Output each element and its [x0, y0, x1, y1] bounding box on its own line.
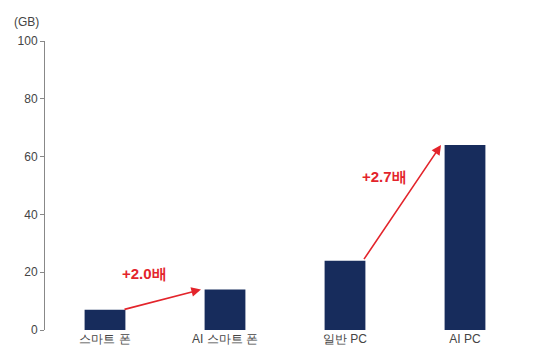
- svg-text:스마트 폰: 스마트 폰: [79, 332, 130, 346]
- svg-text:40: 40: [24, 208, 38, 222]
- svg-text:100: 100: [18, 34, 38, 48]
- svg-text:20: 20: [24, 265, 38, 279]
- svg-text:60: 60: [24, 150, 38, 164]
- svg-text:0: 0: [31, 323, 38, 337]
- svg-text:AI PC: AI PC: [449, 332, 481, 346]
- svg-text:일반 PC: 일반 PC: [323, 332, 367, 346]
- svg-text:(GB): (GB): [14, 15, 39, 29]
- svg-text:+2.7배: +2.7배: [362, 168, 407, 185]
- svg-text:+2.0배: +2.0배: [122, 265, 167, 282]
- svg-text:AI 스마트 폰: AI 스마트 폰: [192, 332, 258, 346]
- svg-text:80: 80: [24, 92, 38, 106]
